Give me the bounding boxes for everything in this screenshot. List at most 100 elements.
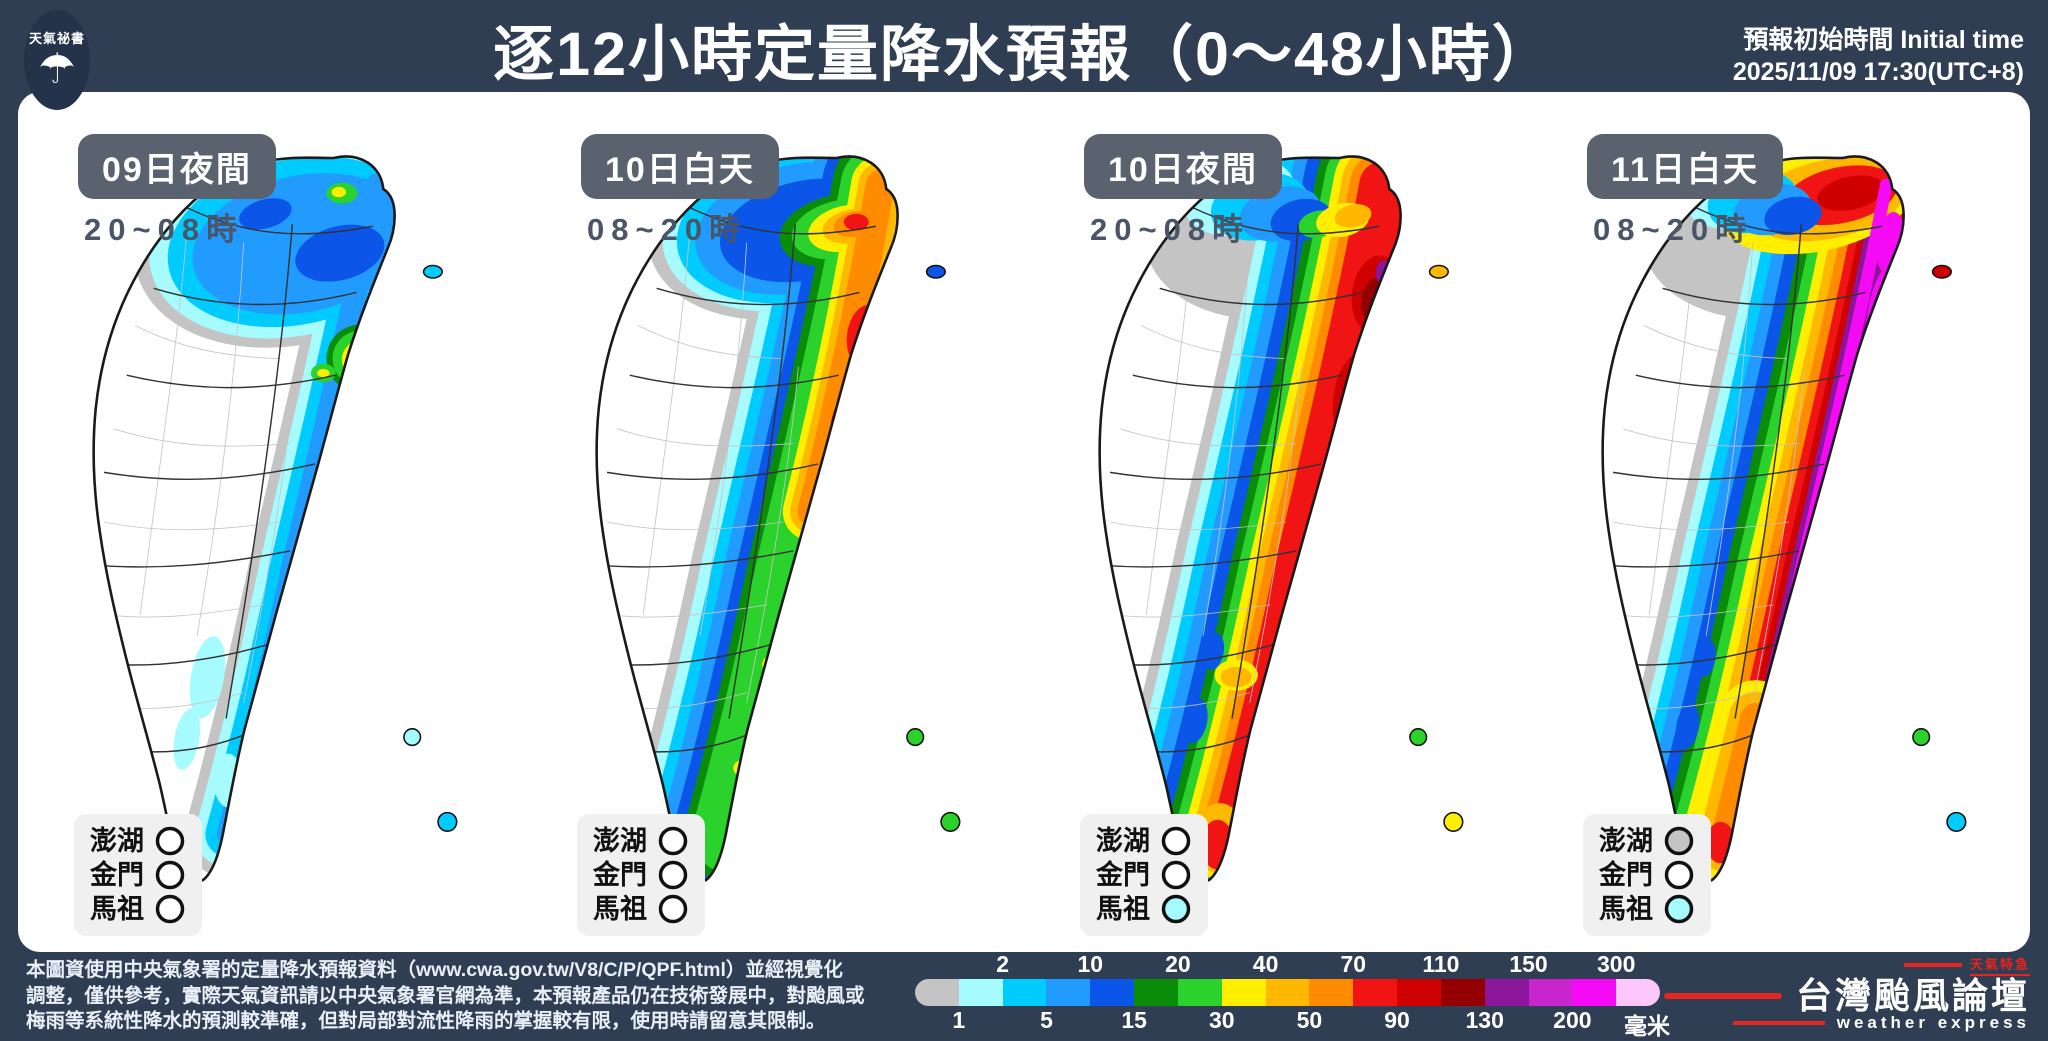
disclaimer-text: 本圖資使用中央氣象署的定量降水預報資料（www.cwa.gov.tw/V8/C/… (26, 958, 865, 1035)
island-label: 金門 (90, 860, 144, 890)
forecast-panel-3: 10日夜間 20~08時 (1024, 92, 1527, 952)
panel-2-badge: 10日白天 (581, 134, 779, 199)
disclaimer-line-2: 調整，僅供參考，實際天氣資訊請以中央氣象署官網為準，本預報產品仍在技術發展中，對… (26, 984, 865, 1007)
scale-label-1: 1 (952, 1007, 966, 1033)
legend-row-matsu: 馬祖 (1599, 892, 1695, 926)
umbrella-icon: ☂ (38, 45, 76, 93)
scale-label-150: 150 (1509, 951, 1548, 977)
brand-subtitle-row: weather express (1650, 1013, 2030, 1033)
scale-unit-label: 毫米 (1624, 1013, 1670, 1039)
island-label: 金門 (593, 860, 647, 890)
green-island (1912, 728, 1931, 747)
scale-segment-trace (915, 979, 959, 1006)
island-label: 金門 (1599, 860, 1653, 890)
island-label: 澎湖 (1599, 826, 1653, 856)
island-label: 澎湖 (90, 826, 144, 856)
footer: 本圖資使用中央氣象署的定量降水預報資料（www.cwa.gov.tw/V8/C/… (0, 951, 2048, 1039)
forecast-card: 09日夜間 20~08時 (18, 92, 2030, 952)
scale-segment-200-300 (1572, 979, 1617, 1006)
offshore-island-legend-4: 澎湖 金門 馬祖 (1583, 814, 1711, 936)
panel-2-time: 08~20時 (587, 212, 748, 247)
green-island (403, 728, 422, 747)
panel-4-badge: 11日白天 (1587, 134, 1783, 199)
red-rule-icon (1663, 993, 1782, 999)
taiwan-rain-map-2 (595, 155, 961, 883)
legend-row-kinmen: 金門 (593, 858, 689, 892)
scale-label-20: 20 (1165, 951, 1191, 977)
island-label: 澎湖 (1096, 826, 1150, 856)
scale-segment-150-200 (1528, 979, 1573, 1006)
scale-bar (915, 979, 1660, 1006)
scale-segment-5-10 (1046, 979, 1091, 1006)
status-circle (1161, 860, 1191, 890)
brand-title: 台灣颱風論壇 (1795, 975, 2030, 1016)
scale-segment-50-70 (1309, 979, 1354, 1006)
scale-segment-40-50 (1265, 979, 1310, 1006)
offshore-island-legend-2: 澎湖 金門 馬祖 (577, 814, 705, 936)
scale-segment-10-15 (1090, 979, 1135, 1006)
status-circle (1664, 826, 1694, 856)
green-island (1409, 728, 1428, 747)
status-circle (1664, 894, 1694, 924)
scale-labels-bottom: 1 5 15 30 50 90 130 200 毫米 (915, 1006, 1670, 1039)
weather-secretary-logo: 天氣祕書 ☂ (24, 10, 90, 110)
scale-segment-2-5 (1002, 979, 1047, 1006)
scale-label-15: 15 (1121, 1007, 1147, 1033)
scale-label-2: 2 (996, 951, 1010, 977)
scale-segment-20-30 (1177, 979, 1222, 1006)
legend-row-penghu: 澎湖 (90, 824, 186, 858)
scale-label-70: 70 (1340, 951, 1367, 977)
scale-segment-30-40 (1221, 979, 1266, 1006)
panel-3-time: 20~08時 (1090, 212, 1251, 247)
brand-title-row: 台灣颱風論壇 (1650, 977, 2030, 1015)
status-circle (155, 860, 185, 890)
island-label: 馬祖 (1096, 894, 1150, 924)
guishan-island (1931, 264, 1952, 279)
scale-segment-130-150 (1484, 979, 1529, 1006)
panel-1-time: 20~08時 (84, 212, 245, 247)
scale-segment-15-20 (1134, 979, 1178, 1006)
legend-row-matsu: 馬祖 (593, 892, 689, 926)
status-circle (658, 860, 688, 890)
scale-label-130: 130 (1465, 1007, 1504, 1033)
panel-1-badge: 09日夜間 (78, 134, 276, 199)
island-label: 金門 (1096, 860, 1150, 890)
scale-label-110: 110 (1422, 951, 1460, 977)
brand-subtitle: weather express (1836, 1013, 2030, 1032)
status-circle (155, 826, 185, 856)
legend-row-kinmen: 金門 (1096, 858, 1192, 892)
guishan-island (1428, 264, 1449, 279)
logo-text: 天氣祕書 (28, 31, 85, 47)
legend-row-penghu: 澎湖 (1599, 824, 1695, 858)
forecast-panel-1: 09日夜間 20~08時 (18, 92, 521, 952)
header: 天氣祕書 ☂ 逐12小時定量降水預報（0～48小時） 預報初始時間 Initia… (0, 0, 2048, 110)
legend-row-kinmen: 金門 (1599, 858, 1695, 892)
island-label: 馬祖 (90, 894, 144, 924)
scale-segment-300+ (1616, 979, 1660, 1006)
brand-block: 天氣特急 台灣颱風論壇 weather express (1650, 954, 2030, 1033)
precip-color-scale: 2 10 20 40 70 110 150 300 1 5 15 30 50 90 130 200 毫米 (915, 951, 1670, 1039)
scale-label-5: 5 (1040, 1007, 1053, 1033)
forecast-panel-2: 10日白天 08~20時 (521, 92, 1024, 952)
island-label: 馬祖 (1599, 894, 1653, 924)
status-circle (1664, 860, 1694, 890)
scale-segment-90-110 (1397, 979, 1441, 1006)
brand-tag-row: 天氣特急 (1650, 954, 2030, 976)
status-circle (658, 894, 688, 924)
status-circle (155, 894, 185, 924)
taiwan-rain-map-1 (92, 155, 458, 883)
page-title: 逐12小時定量降水預報（0～48小時） (493, 20, 1555, 88)
disclaimer-line-1: 本圖資使用中央氣象署的定量降水預報資料（www.cwa.gov.tw/V8/C/… (26, 959, 843, 981)
taiwan-rain-map-4 (1601, 155, 1967, 883)
status-circle (658, 826, 688, 856)
initial-time-block: 預報初始時間 Initial time 2025/11/09 17:30(UTC… (1733, 24, 2024, 88)
initial-time-value: 2025/11/09 17:30(UTC+8) (1732, 58, 2024, 86)
scale-label-300: 300 (1596, 951, 1636, 977)
initial-time-label: 預報初始時間 Initial time (1743, 26, 2024, 54)
disclaimer-line-3: 梅雨等系統性降水的預測較準確，但對局部對流性降雨的掌握較有限，使用時請留意其限制… (26, 1010, 826, 1032)
orchid-island (1946, 811, 1967, 832)
scale-labels-top: 2 10 20 40 70 110 150 300 (915, 951, 1660, 979)
scale-label-200: 200 (1553, 1007, 1592, 1033)
brand-tag: 天氣特急 (1969, 954, 2030, 976)
offshore-island-legend-1: 澎湖 金門 馬祖 (74, 814, 202, 936)
